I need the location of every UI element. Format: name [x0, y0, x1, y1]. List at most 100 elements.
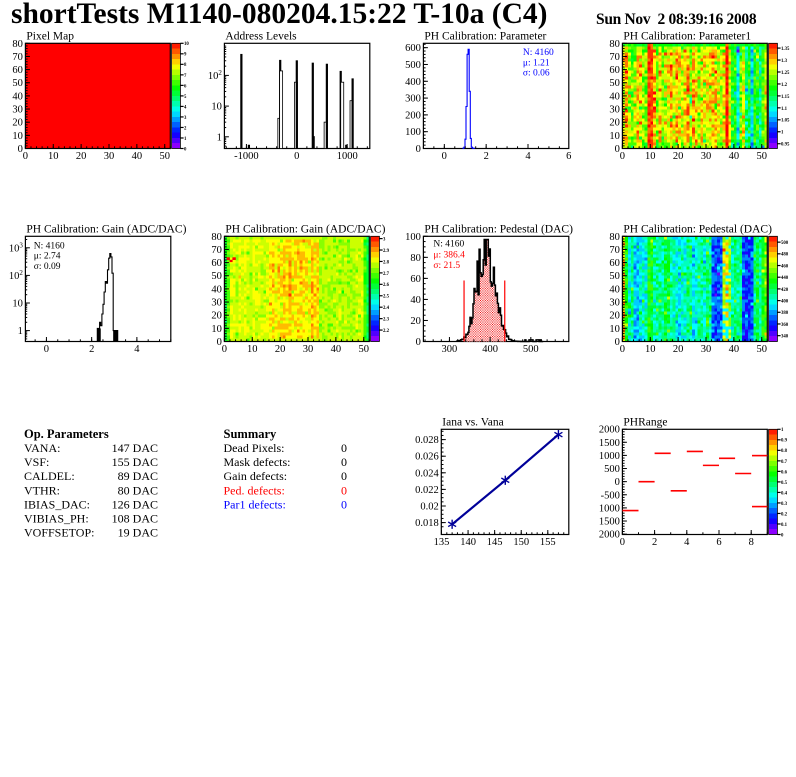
svg-text:μ: 386.4: μ: 386.4: [433, 251, 465, 261]
svg-text:50: 50: [756, 344, 767, 355]
svg-text:500: 500: [523, 344, 539, 355]
svg-text:1.1: 1.1: [781, 107, 788, 112]
svg-text:2.5: 2.5: [383, 295, 390, 300]
svg-text:30: 30: [211, 298, 222, 309]
svg-text:1.2: 1.2: [781, 83, 788, 88]
svg-text:10: 10: [48, 151, 59, 162]
svg-text:1.15: 1.15: [781, 95, 790, 100]
svg-text:400: 400: [482, 344, 498, 355]
svg-text:Sun Nov 2 08:39:16 2008: Sun Nov 2 08:39:16 2008: [596, 11, 757, 28]
svg-text:600: 600: [405, 43, 421, 54]
svg-text:0: 0: [294, 151, 299, 162]
svg-text:N: 4160: N: 4160: [34, 241, 65, 251]
svg-text:Pixel Map: Pixel Map: [26, 31, 74, 43]
svg-text:30: 30: [104, 151, 115, 162]
svg-text:20: 20: [211, 311, 222, 322]
svg-text:30: 30: [303, 344, 314, 355]
svg-text:0: 0: [615, 144, 620, 155]
svg-text:50: 50: [358, 344, 369, 355]
svg-text:PH Calibration: Gain (ADC/DAC): PH Calibration: Gain (ADC/DAC): [225, 224, 385, 236]
svg-text:50: 50: [159, 151, 170, 162]
svg-text:PH Calibration: Parameter1: PH Calibration: Parameter1: [623, 31, 751, 43]
svg-text:σ: 0.09: σ: 0.09: [34, 262, 61, 272]
svg-text:1000: 1000: [337, 151, 358, 162]
svg-text:N: 4160: N: 4160: [523, 48, 554, 58]
svg-text:0: 0: [416, 337, 421, 348]
svg-text:40: 40: [410, 295, 421, 306]
svg-text:80: 80: [12, 39, 23, 50]
svg-text:2.3: 2.3: [383, 318, 390, 323]
svg-text:40: 40: [729, 344, 740, 355]
svg-text:20: 20: [410, 316, 421, 327]
svg-text:50: 50: [12, 78, 23, 89]
svg-text:10: 10: [211, 102, 222, 113]
svg-text:PH Calibration: Pedestal (DAC): PH Calibration: Pedestal (DAC): [424, 224, 573, 236]
svg-text:0: 0: [442, 151, 447, 162]
svg-text:2.2: 2.2: [383, 329, 390, 334]
svg-text:50: 50: [756, 151, 767, 162]
svg-text:2.4: 2.4: [383, 306, 390, 311]
svg-text:500: 500: [405, 60, 421, 71]
svg-text:shortTests M1140-080204.15:22: shortTests M1140-080204.15:22 T-10a (C4): [11, 0, 547, 30]
svg-text:10: 10: [12, 131, 23, 142]
svg-text:40: 40: [12, 91, 23, 102]
svg-text:20: 20: [76, 151, 87, 162]
svg-text:N: 4160: N: 4160: [433, 239, 464, 249]
svg-text:20: 20: [673, 151, 684, 162]
svg-text:2.7: 2.7: [383, 272, 390, 277]
svg-text:PH Calibration: Gain (ADC/DAC): PH Calibration: Gain (ADC/DAC): [26, 224, 186, 236]
svg-text:10: 10: [184, 42, 189, 47]
svg-text:0: 0: [44, 344, 49, 355]
svg-text:0: 0: [620, 151, 625, 162]
svg-text:PH Calibration: Parameter: PH Calibration: Parameter: [424, 31, 546, 43]
svg-text:10: 10: [12, 299, 23, 310]
svg-text:200: 200: [405, 110, 421, 121]
svg-text:10: 10: [645, 151, 656, 162]
svg-text:60: 60: [211, 258, 222, 269]
svg-text:0: 0: [23, 151, 28, 162]
svg-text:0.95: 0.95: [781, 143, 790, 148]
svg-text:1.3: 1.3: [781, 59, 788, 64]
svg-text:2: 2: [484, 151, 489, 162]
svg-text:30: 30: [609, 105, 620, 116]
svg-text:1: 1: [18, 326, 23, 337]
svg-text:10: 10: [609, 131, 620, 142]
svg-text:50: 50: [211, 271, 222, 282]
svg-text:0: 0: [18, 144, 23, 155]
svg-text:20: 20: [275, 344, 286, 355]
svg-text:80: 80: [211, 232, 222, 243]
svg-text:Address Levels: Address Levels: [225, 31, 297, 43]
svg-text:PH Calibration: Pedestal (DAC): PH Calibration: Pedestal (DAC): [623, 224, 772, 236]
svg-text:70: 70: [211, 245, 222, 256]
svg-text:σ: 0.06: σ: 0.06: [523, 69, 550, 79]
svg-text:80: 80: [609, 39, 620, 50]
svg-text:40: 40: [132, 151, 143, 162]
svg-text:2.8: 2.8: [383, 260, 390, 265]
svg-text:100: 100: [405, 127, 421, 138]
svg-text:4: 4: [525, 151, 531, 162]
svg-text:σ: 21.5: σ: 21.5: [433, 261, 460, 271]
svg-text:80: 80: [410, 253, 421, 264]
svg-text:2.6: 2.6: [383, 283, 390, 288]
svg-text:40: 40: [211, 284, 222, 295]
svg-text:10: 10: [211, 324, 222, 335]
svg-text:μ: 2.74: μ: 2.74: [34, 252, 61, 262]
svg-text:μ: 1.21: μ: 1.21: [523, 58, 550, 68]
svg-text:2: 2: [89, 344, 94, 355]
svg-text:40: 40: [729, 151, 740, 162]
svg-text:60: 60: [12, 65, 23, 76]
svg-text:0: 0: [222, 344, 227, 355]
svg-text:30: 30: [701, 344, 712, 355]
svg-text:60: 60: [410, 274, 421, 285]
svg-text:40: 40: [331, 344, 342, 355]
svg-text:100: 100: [405, 232, 421, 243]
svg-text:0: 0: [620, 344, 625, 355]
svg-text:30: 30: [12, 105, 23, 116]
svg-text:-1000: -1000: [234, 151, 259, 162]
svg-text:0: 0: [416, 144, 421, 155]
svg-text:50: 50: [609, 78, 620, 89]
svg-text:70: 70: [609, 52, 620, 63]
svg-text:20: 20: [609, 118, 620, 129]
svg-text:10: 10: [247, 344, 258, 355]
svg-text:1.25: 1.25: [781, 71, 790, 76]
